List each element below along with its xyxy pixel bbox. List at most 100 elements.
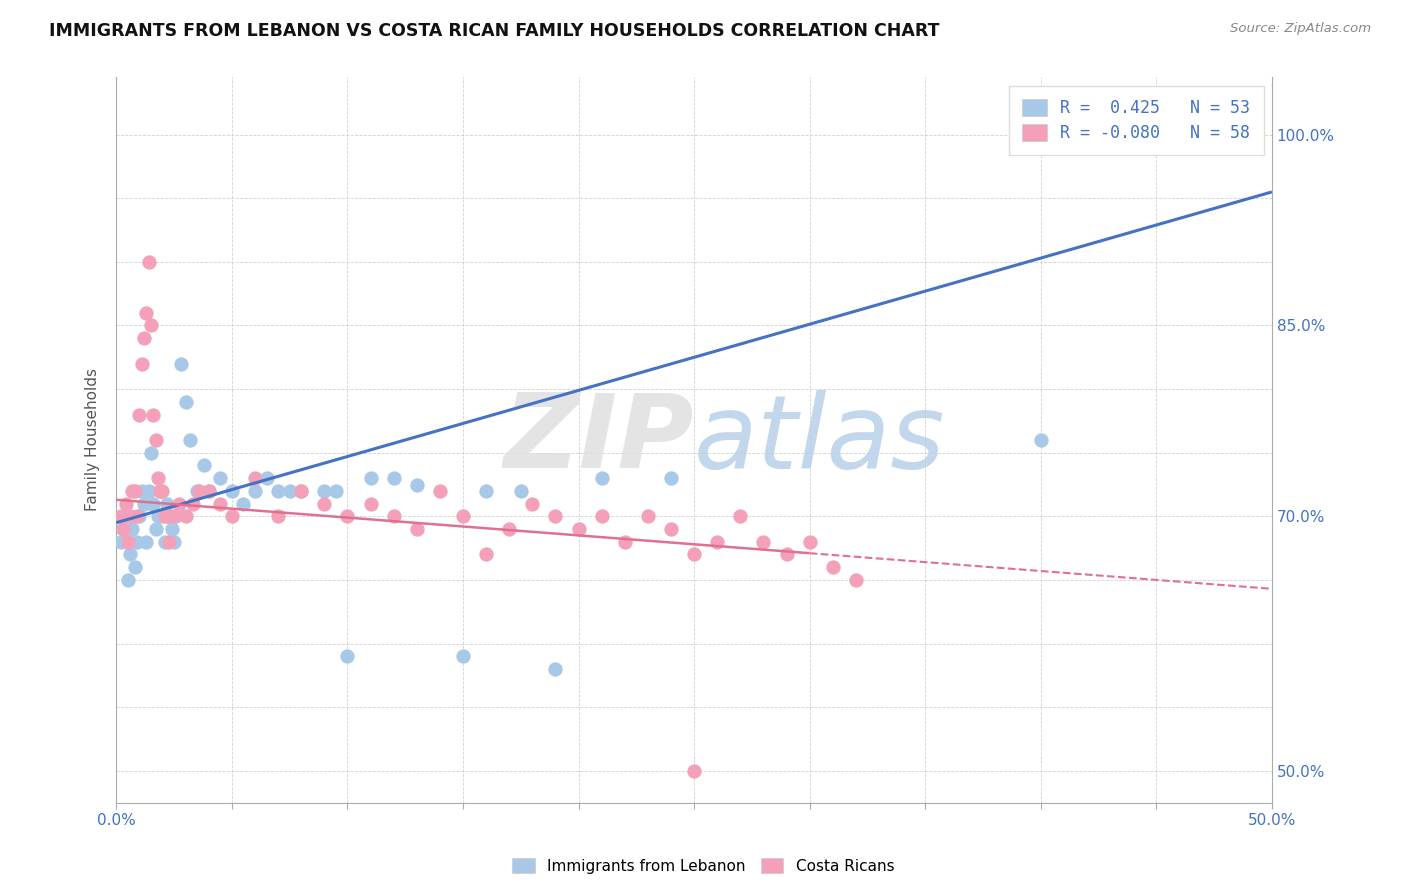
Point	[146, 471, 169, 485]
Point	[159, 509, 181, 524]
Point	[1076, 128, 1098, 142]
Text: atlas: atlas	[695, 390, 946, 490]
Point	[131, 483, 153, 498]
Point	[139, 446, 162, 460]
Point	[153, 534, 176, 549]
Point	[267, 509, 290, 524]
Point	[110, 534, 132, 549]
Point	[149, 483, 172, 498]
Point	[188, 483, 211, 498]
Point	[591, 471, 613, 485]
Point	[138, 255, 160, 269]
Point	[128, 509, 150, 524]
Point	[117, 573, 139, 587]
Point	[509, 483, 531, 498]
Point	[174, 394, 197, 409]
Point	[135, 306, 157, 320]
Point	[153, 509, 176, 524]
Point	[544, 509, 567, 524]
Point	[325, 483, 347, 498]
Point	[290, 483, 312, 498]
Y-axis label: Family Households: Family Households	[86, 368, 100, 511]
Point	[256, 471, 278, 485]
Point	[152, 483, 174, 498]
Point	[152, 509, 174, 524]
Point	[142, 497, 165, 511]
Point	[209, 471, 232, 485]
Point	[1029, 433, 1052, 447]
Point	[193, 458, 215, 473]
Point	[179, 433, 201, 447]
Point	[243, 483, 266, 498]
Point	[659, 522, 682, 536]
Point	[110, 509, 132, 524]
Point	[209, 497, 232, 511]
Point	[163, 534, 186, 549]
Point	[156, 497, 179, 511]
Point	[163, 509, 186, 524]
Point	[475, 548, 498, 562]
Point	[181, 497, 204, 511]
Point	[139, 318, 162, 333]
Text: Source: ZipAtlas.com: Source: ZipAtlas.com	[1230, 22, 1371, 36]
Point	[159, 534, 181, 549]
Point	[243, 471, 266, 485]
Point	[145, 433, 167, 447]
Text: IMMIGRANTS FROM LEBANON VS COSTA RICAN FAMILY HOUSEHOLDS CORRELATION CHART: IMMIGRANTS FROM LEBANON VS COSTA RICAN F…	[49, 22, 939, 40]
Point	[290, 483, 312, 498]
Legend: Immigrants from Lebanon, Costa Ricans: Immigrants from Lebanon, Costa Ricans	[506, 852, 900, 880]
Point	[114, 509, 136, 524]
Point	[165, 509, 187, 524]
Point	[567, 522, 589, 536]
Point	[429, 483, 451, 498]
Point	[382, 509, 405, 524]
Point	[124, 483, 146, 498]
Point	[112, 522, 135, 536]
Point	[314, 483, 336, 498]
Point	[114, 497, 136, 511]
Point	[382, 471, 405, 485]
Point	[730, 509, 752, 524]
Point	[799, 534, 821, 549]
Point	[336, 509, 359, 524]
Point	[131, 357, 153, 371]
Point	[775, 548, 797, 562]
Point	[135, 534, 157, 549]
Point	[186, 483, 208, 498]
Point	[336, 649, 359, 664]
Point	[314, 497, 336, 511]
Point	[232, 497, 254, 511]
Point	[174, 509, 197, 524]
Point	[221, 509, 243, 524]
Point	[475, 483, 498, 498]
Point	[167, 497, 190, 511]
Point	[683, 548, 706, 562]
Point	[197, 483, 219, 498]
Point	[360, 497, 382, 511]
Point	[156, 509, 179, 524]
Point	[112, 522, 135, 536]
Point	[120, 548, 142, 562]
Point	[405, 477, 427, 491]
Point	[138, 483, 160, 498]
Point	[142, 408, 165, 422]
Point	[267, 483, 290, 498]
Text: ZIP: ZIP	[503, 390, 695, 491]
Point	[132, 497, 155, 511]
Point	[221, 483, 243, 498]
Point	[591, 509, 613, 524]
Point	[405, 522, 427, 536]
Point	[659, 471, 682, 485]
Point	[125, 509, 148, 524]
Point	[124, 560, 146, 574]
Point	[125, 534, 148, 549]
Point	[149, 483, 172, 498]
Point	[121, 522, 143, 536]
Point	[498, 522, 520, 536]
Point	[451, 649, 474, 664]
Point	[360, 471, 382, 485]
Point	[197, 483, 219, 498]
Legend: R =  0.425   N = 53, R = -0.080   N = 58: R = 0.425 N = 53, R = -0.080 N = 58	[1008, 86, 1264, 155]
Point	[706, 534, 728, 549]
Point	[752, 534, 775, 549]
